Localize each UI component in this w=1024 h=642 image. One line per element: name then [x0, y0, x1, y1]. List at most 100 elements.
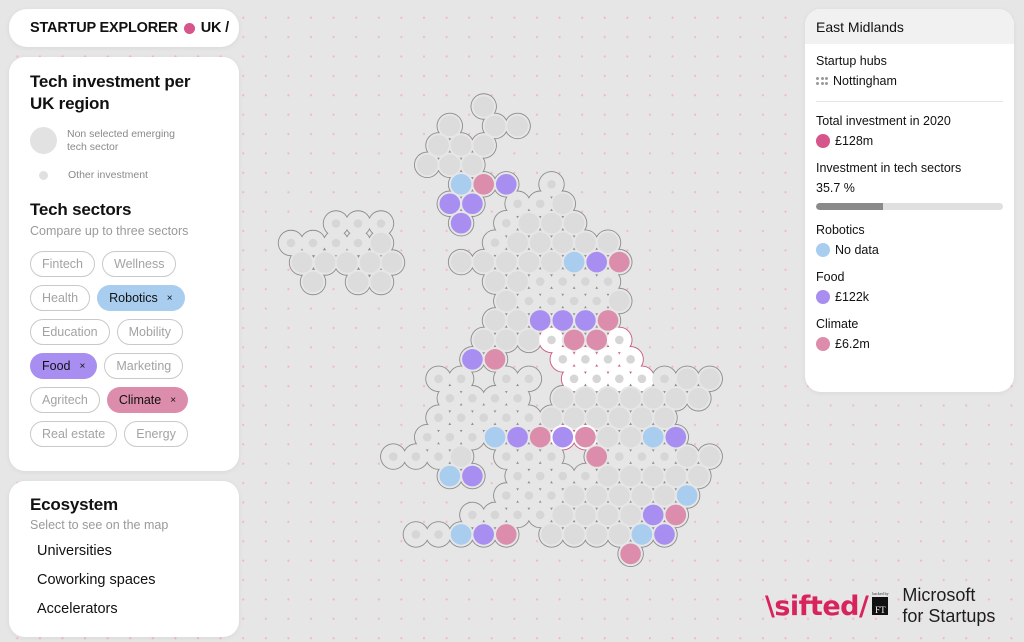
region-sector-robotics: Robotics No data: [816, 223, 1003, 257]
ecosystem-item-accelerators[interactable]: Accelerators: [37, 601, 118, 617]
legend-item-non-selected: Non selected emerging tech sector: [30, 127, 218, 154]
sector-chip-marketing[interactable]: Marketing: [104, 353, 184, 379]
sector-chip-fintech[interactable]: Fintech: [30, 251, 95, 277]
non-selected-sector-circle: [654, 485, 675, 506]
small-grey-dot-icon: [39, 171, 48, 180]
food-circle: [462, 349, 483, 370]
climate-circle: [609, 251, 630, 273]
non-selected-sector-circle: [518, 329, 540, 351]
sector-chip-real-estate[interactable]: Real estate: [30, 421, 118, 447]
other-investment-dot: [353, 219, 363, 228]
non-selected-sector-circle: [620, 504, 641, 526]
non-selected-sector-circle: [665, 387, 687, 409]
non-selected-sector-circle: [586, 485, 607, 506]
other-investment-dot: [558, 355, 568, 364]
ecosystem-panel: Ecosystem Select to see on the map Unive…: [9, 481, 239, 637]
non-selected-sector-circle: [552, 504, 574, 526]
other-investment-dot: [468, 510, 477, 520]
startup-hub-name: Nottingham: [833, 74, 897, 88]
other-investment-dot: [456, 374, 466, 384]
food-circle: [552, 426, 574, 448]
partner-logos: \sifted/ backed by FT Microsoft for Star…: [765, 585, 995, 627]
sectors-subtitle: Compare up to three sectors: [30, 224, 189, 238]
other-investment-dot: [502, 413, 511, 423]
ecosystem-item-universities[interactable]: Universities: [37, 543, 112, 559]
microsoft-for-startups-logo[interactable]: Microsoft for Startups: [902, 585, 995, 627]
sector-color-dot-icon: [816, 243, 830, 257]
non-selected-sector-circle: [609, 407, 630, 429]
non-selected-sector-circle: [631, 407, 653, 429]
other-investment-dot: [331, 219, 341, 228]
non-selected-sector-circle: [699, 446, 720, 467]
other-investment-dot: [524, 452, 534, 461]
other-investment-dot: [592, 374, 601, 384]
climate-circle: [586, 446, 607, 467]
other-investment-dot: [434, 413, 443, 423]
other-investment-dot: [353, 238, 363, 248]
non-selected-sector-circle: [563, 485, 585, 506]
sector-chip-food[interactable]: Food ×: [30, 353, 98, 379]
startup-hub: Nottingham: [816, 74, 1003, 88]
app-header: STARTUP EXPLORER UK /: [9, 9, 239, 47]
microsoft-line1: Microsoft: [902, 585, 976, 605]
other-investment-dot: [558, 277, 568, 286]
other-investment-dot: [308, 238, 318, 248]
other-investment-dot: [502, 491, 511, 500]
chip-label: Marketing: [116, 359, 172, 373]
food-circle: [496, 174, 517, 195]
ecosystem-subtitle: Select to see on the map: [30, 518, 169, 532]
sector-chip-wellness[interactable]: Wellness: [102, 251, 177, 277]
robotics-circle: [450, 524, 472, 545]
other-investment-dot: [468, 432, 477, 442]
non-selected-sector-circle: [552, 232, 574, 253]
sector-chip-agritech[interactable]: Agritech: [30, 387, 100, 413]
non-selected-sector-circle: [462, 154, 483, 176]
chip-label: Health: [42, 291, 79, 305]
climate-circle: [496, 524, 517, 545]
remove-chip-icon[interactable]: ×: [170, 394, 177, 406]
region-sector-climate: Climate £6.2m: [816, 317, 1003, 351]
food-circle: [575, 310, 596, 331]
non-selected-sector-circle: [484, 310, 506, 331]
sector-chip-energy[interactable]: Energy: [124, 421, 188, 447]
tech-share-label: Investment in tech sectors: [816, 161, 962, 175]
sector-chip-mobility[interactable]: Mobility: [116, 319, 183, 345]
other-investment-dot: [603, 355, 613, 364]
other-investment-dot: [547, 491, 556, 500]
food-circle: [552, 310, 574, 331]
sector-value: £6.2m: [816, 337, 1003, 351]
non-selected-sector-circle: [654, 407, 675, 429]
chip-label: Education: [42, 325, 98, 339]
non-selected-sector-circle: [529, 232, 551, 253]
sifted-logo[interactable]: \sifted/: [765, 590, 869, 622]
app-title: STARTUP EXPLORER: [30, 20, 178, 36]
non-selected-sector-circle: [575, 232, 596, 253]
other-investment-dot: [411, 530, 421, 539]
non-selected-sector-circle: [688, 387, 709, 409]
remove-chip-icon[interactable]: ×: [166, 292, 173, 304]
non-selected-sector-circle: [347, 271, 369, 293]
other-investment-dot: [524, 491, 534, 500]
ecosystem-item-coworking-spaces[interactable]: Coworking spaces: [37, 572, 156, 588]
non-selected-sector-circle: [359, 252, 381, 273]
non-selected-sector-circle: [473, 329, 495, 351]
other-investment-dot: [513, 393, 522, 403]
other-investment-dot: [615, 335, 624, 345]
sector-chip-health[interactable]: Health: [30, 285, 91, 311]
breadcrumb[interactable]: UK /: [200, 20, 229, 36]
remove-chip-icon[interactable]: ×: [79, 360, 86, 372]
sector-chip-climate[interactable]: Climate ×: [106, 387, 189, 413]
other-investment-dot: [660, 452, 669, 461]
microsoft-line2: for Startups: [902, 606, 996, 626]
legend-label: Non selected emerging tech sector: [67, 127, 175, 153]
other-investment-dot: [535, 199, 545, 209]
non-selected-sector-circle: [642, 465, 664, 487]
climate-circle: [597, 310, 619, 331]
other-investment-dot: [502, 452, 511, 461]
non-selected-sector-circle: [507, 271, 528, 292]
non-selected-sector-circle: [631, 485, 653, 506]
sector-chip-education[interactable]: Education: [30, 319, 110, 345]
sector-chip-robotics[interactable]: Robotics ×: [97, 285, 185, 311]
tech-share-progress-fill: [816, 203, 883, 210]
